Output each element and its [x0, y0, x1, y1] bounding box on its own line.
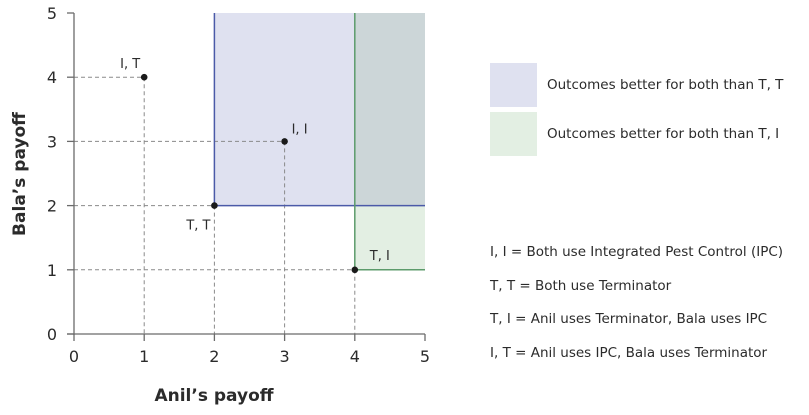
point-ti [351, 266, 359, 274]
point-label: I, T [120, 57, 140, 72]
point-label: I, I [292, 122, 308, 137]
x-axis-label: Anil’s payoff [154, 386, 273, 406]
region-overlap [354, 13, 425, 206]
legend-label-tt: Outcomes better for both than T, T [547, 77, 784, 93]
svg-text:3: 3 [280, 347, 290, 366]
y-axis-label: Bala’s payoff [10, 112, 30, 236]
svg-text:5: 5 [47, 4, 57, 23]
svg-text:0: 0 [69, 347, 79, 366]
point-tt [211, 202, 218, 209]
dashed-guides [74, 76, 356, 334]
point-label: T, T [185, 219, 210, 234]
legend-swatch-ti [490, 112, 537, 156]
legend-swatch-tt [490, 63, 537, 107]
key-ii: I, I = Both use Integrated Pest Control … [490, 244, 784, 260]
shaded-regions [214, 13, 425, 270]
svg-text:1: 1 [139, 347, 149, 366]
svg-text:2: 2 [47, 197, 57, 216]
svg-text:4: 4 [47, 68, 57, 87]
data-points: I, T I, I T, T T, I [120, 57, 390, 274]
axes: 0 1 2 3 4 5 0 1 2 3 4 5 [47, 4, 430, 366]
svg-text:4: 4 [350, 347, 360, 366]
payoff-chart: 0 1 2 3 4 5 0 1 2 3 4 5 I, T I, I T, T T, I Anil’s pay… [10, 4, 430, 406]
legend: Outcomes better for both than T, T Outco… [490, 0, 809, 415]
point-label: T, I [369, 249, 390, 264]
svg-text:5: 5 [420, 347, 430, 366]
key-it: I, T = Anil uses IPC, Bala uses Terminat… [490, 345, 768, 361]
svg-text:0: 0 [47, 325, 57, 344]
point-it [140, 73, 148, 81]
svg-text:3: 3 [47, 132, 57, 151]
svg-text:1: 1 [47, 261, 57, 280]
point-ii [281, 138, 288, 145]
svg-text:2: 2 [209, 347, 219, 366]
region-boundaries [213, 13, 425, 271]
key-ti: T, I = Anil uses Terminator, Bala uses I… [490, 311, 768, 327]
key-tt: T, T = Both use Terminator [490, 278, 672, 294]
legend-label-ti: Outcomes better for both than T, I [547, 126, 780, 142]
